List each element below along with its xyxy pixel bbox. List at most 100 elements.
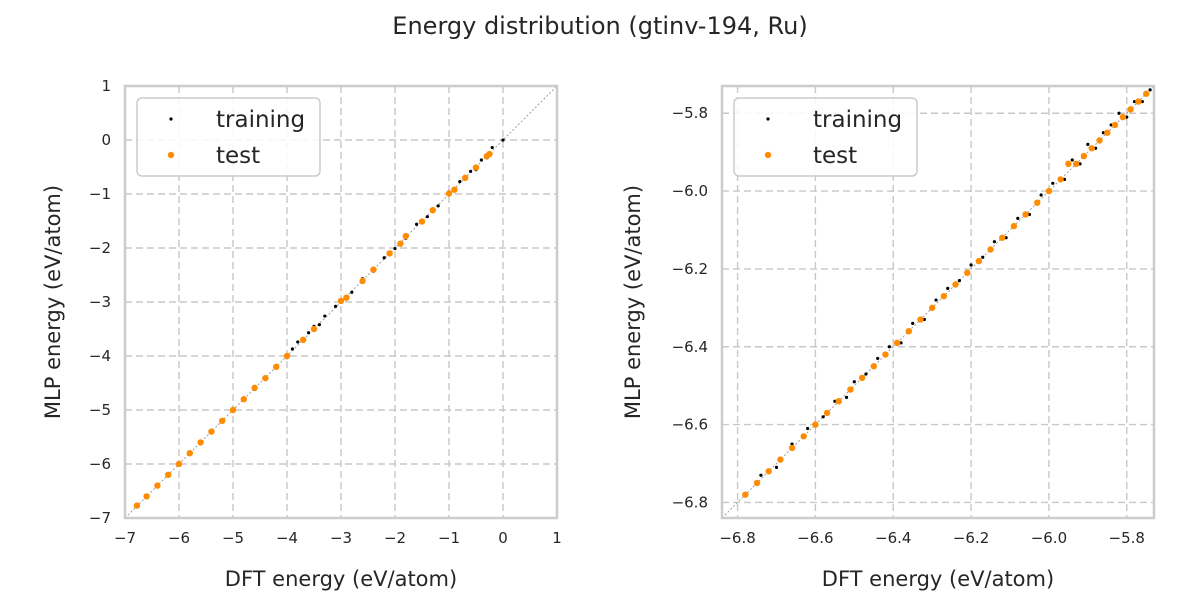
test-point bbox=[788, 444, 796, 452]
test-point bbox=[1065, 160, 1072, 168]
training-point bbox=[821, 415, 825, 419]
test-point bbox=[1104, 129, 1111, 136]
test-point bbox=[823, 409, 831, 417]
training-point bbox=[479, 158, 483, 162]
series-test bbox=[742, 90, 1150, 498]
training-point bbox=[382, 256, 386, 260]
legend: training test bbox=[136, 97, 321, 177]
x-tick-label: −6.4 bbox=[875, 529, 911, 547]
y-tick-label: −6.0 bbox=[672, 182, 708, 200]
test-point bbox=[343, 294, 350, 301]
test-point bbox=[251, 384, 258, 392]
x-tick-label: −3 bbox=[330, 529, 352, 547]
y-tick-label: −5 bbox=[89, 401, 111, 419]
x-tick-label: −6.0 bbox=[1031, 529, 1067, 547]
test-point bbox=[1080, 152, 1088, 160]
test-point bbox=[1119, 113, 1127, 121]
training-point bbox=[1070, 158, 1074, 162]
x-tick-label: 1 bbox=[552, 529, 562, 547]
legend-box bbox=[136, 97, 321, 177]
test-point bbox=[262, 374, 269, 382]
test-point bbox=[917, 316, 924, 323]
training-point bbox=[436, 204, 440, 208]
test-point bbox=[1096, 137, 1103, 144]
x-tick-label: −7 bbox=[114, 529, 136, 547]
y-tick-label: −1 bbox=[89, 185, 111, 203]
test-point bbox=[893, 339, 901, 347]
y-tick-label: −7 bbox=[89, 509, 111, 527]
subplot-left: −7 −6 −5 −4 −3 −2 −1 0 1 −7 −6 −5 −4 −3 −2 −1 0 1 DFT ener… bbox=[41, 77, 562, 591]
test-point bbox=[870, 363, 877, 370]
test-point bbox=[219, 417, 226, 424]
test-point bbox=[987, 246, 994, 253]
training-point bbox=[844, 395, 849, 399]
test-point bbox=[337, 297, 345, 305]
test-point bbox=[273, 363, 280, 370]
y-axis-label: MLP energy (eV/atom) bbox=[41, 185, 65, 419]
training-point bbox=[334, 304, 338, 308]
legend: training test bbox=[733, 97, 918, 177]
test-point bbox=[1127, 106, 1134, 113]
test-point bbox=[1034, 199, 1041, 206]
test-point bbox=[197, 439, 204, 446]
test-point bbox=[310, 325, 318, 333]
x-tick-label: −2 bbox=[384, 529, 406, 547]
x-tick-label: −5 bbox=[222, 529, 244, 547]
y-axis-label: MLP energy (eV/atom) bbox=[621, 185, 645, 419]
training-point bbox=[806, 426, 810, 431]
x-tick-label: −4 bbox=[276, 529, 298, 547]
subplot-right: −6.8 −6.6 −6.4 −6.2 −6.0 −5.8 −6.8 −6.6 −6.4 −6.2… bbox=[621, 84, 1156, 591]
x-tick-label: −1 bbox=[438, 529, 460, 547]
test-point bbox=[1143, 90, 1150, 97]
test-point bbox=[472, 164, 480, 171]
legend-marker-test bbox=[167, 151, 175, 159]
test-point bbox=[1088, 145, 1095, 152]
y-tick-label: 1 bbox=[101, 77, 111, 95]
test-point bbox=[1010, 222, 1018, 230]
y-tick-label: −5.8 bbox=[672, 104, 708, 122]
legend-marker-training bbox=[169, 117, 173, 121]
test-point bbox=[283, 352, 291, 360]
y-tick-label: 0 bbox=[101, 131, 111, 149]
y-tick-label: −6 bbox=[89, 455, 111, 473]
training-point bbox=[393, 246, 397, 251]
x-tick-label: −6.2 bbox=[953, 529, 989, 547]
training-point bbox=[1086, 142, 1090, 146]
test-point bbox=[451, 186, 458, 193]
x-axis-label: DFT energy (eV/atom) bbox=[225, 567, 457, 591]
test-point bbox=[1135, 98, 1142, 105]
test-point bbox=[397, 240, 404, 247]
legend-label-training: training bbox=[813, 107, 902, 133]
training-point bbox=[290, 347, 294, 351]
x-tick-label: −6 bbox=[168, 529, 190, 547]
test-point bbox=[999, 234, 1006, 241]
test-point bbox=[359, 277, 366, 285]
training-point bbox=[934, 298, 938, 302]
y-tick-label: −6.8 bbox=[672, 493, 708, 511]
figure-title: Energy distribution (gtinv-194, Ru) bbox=[392, 12, 807, 40]
training-point bbox=[323, 314, 327, 318]
test-point bbox=[486, 150, 493, 158]
series-test bbox=[133, 150, 493, 509]
training-point bbox=[876, 356, 880, 361]
test-point bbox=[186, 450, 193, 457]
test-point bbox=[753, 479, 761, 487]
test-point bbox=[963, 269, 971, 277]
test-point bbox=[175, 460, 183, 468]
test-point bbox=[229, 406, 237, 414]
test-point bbox=[418, 218, 426, 225]
y-tick-label: −6.2 bbox=[672, 260, 708, 278]
test-point bbox=[847, 386, 854, 393]
y-tick-label: −6.4 bbox=[672, 338, 708, 356]
test-point bbox=[154, 482, 161, 489]
training-point bbox=[1117, 111, 1121, 115]
test-point bbox=[165, 471, 172, 478]
test-point bbox=[835, 398, 842, 405]
training-point bbox=[1051, 181, 1055, 185]
test-point bbox=[1022, 211, 1029, 218]
x-tick-label: 0 bbox=[498, 529, 508, 547]
test-point bbox=[1072, 160, 1080, 168]
legend-label-test: test bbox=[813, 143, 857, 169]
training-point bbox=[296, 340, 300, 344]
